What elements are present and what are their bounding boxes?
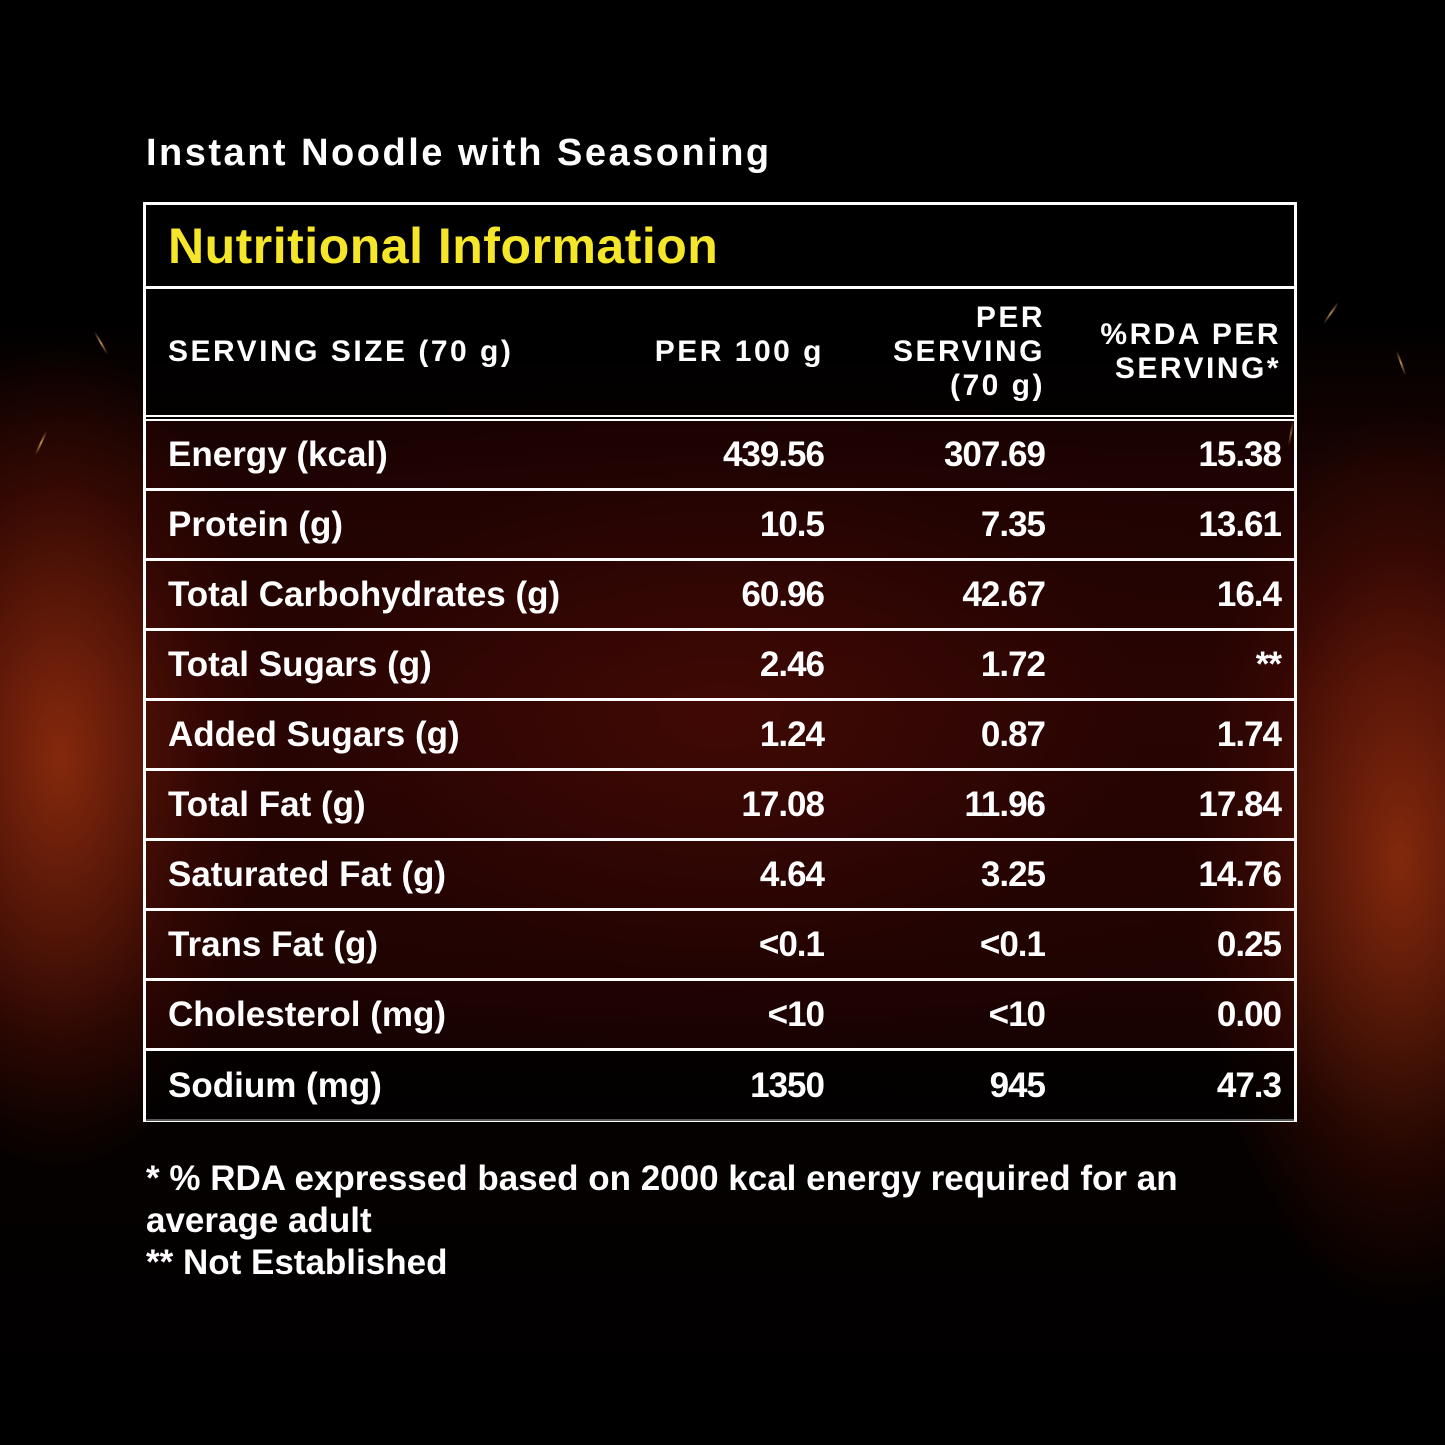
value-per-100g: <0.1	[758, 924, 825, 964]
value-rda: 0.00	[1216, 994, 1282, 1034]
value-rda: 47.3	[1216, 1066, 1282, 1105]
table-header-row: SERVING SIZE (70 g) PER 100 g PER SERVIN…	[146, 289, 1294, 421]
table-row: Protein (g) 10.5 7.35 13.61	[146, 491, 1294, 561]
value-rda: 14.76	[1198, 854, 1282, 894]
value-rda: 15.38	[1198, 434, 1282, 474]
header-serving-size: SERVING SIZE (70 g)	[168, 335, 514, 368]
value-rda: 16.4	[1216, 574, 1282, 614]
header-per-100g: PER 100 g	[654, 335, 824, 368]
value-per-100g: <10	[767, 994, 825, 1034]
value-per-100g: 439.56	[722, 434, 825, 474]
table-row: Energy (kcal) 439.56 307.69 15.38	[146, 421, 1294, 491]
table-row: Cholesterol (mg) <10 <10 0.00	[146, 981, 1294, 1051]
value-per-serving: 307.69	[943, 434, 1046, 474]
product-subtitle: Instant Noodle with Seasoning	[146, 132, 772, 174]
value-per-100g: 4.64	[759, 854, 825, 894]
value-per-serving: 3.25	[980, 854, 1046, 894]
nutrient-name: Added Sugars (g)	[168, 714, 460, 754]
value-per-100g: 17.08	[741, 784, 825, 824]
value-per-100g: 2.46	[759, 644, 825, 684]
value-per-100g: 10.5	[759, 504, 825, 544]
footnote-not-established: ** Not Established	[146, 1243, 448, 1282]
value-per-serving: 945	[989, 1066, 1046, 1105]
table-row: Trans Fat (g) <0.1 <0.1 0.25	[146, 911, 1294, 981]
nutrient-name: Total Carbohydrates (g)	[168, 574, 561, 614]
panel-title-bar: Nutritional Information	[146, 205, 1294, 289]
header-rda-per-serving: %RDA PER SERVING*	[1100, 318, 1281, 385]
nutrient-name: Trans Fat (g)	[168, 924, 379, 964]
table-row: Total Sugars (g) 2.46 1.72 **	[146, 631, 1294, 701]
value-per-100g: 1350	[750, 1066, 825, 1105]
value-rda: **	[1255, 644, 1282, 684]
nutrient-name: Saturated Fat (g)	[168, 854, 447, 894]
nutrient-name: Total Fat (g)	[168, 784, 366, 824]
table-row: Sodium (mg) 1350 945 47.3	[146, 1051, 1294, 1121]
nutrition-panel: Nutritional Information SERVING SIZE (70…	[143, 202, 1297, 1122]
value-rda: 0.25	[1216, 924, 1282, 964]
nutrient-name: Protein (g)	[168, 504, 343, 544]
nutrient-name: Energy (kcal)	[168, 434, 388, 474]
value-per-serving: 11.96	[964, 784, 1046, 824]
nutrient-name: Sodium (mg)	[168, 1066, 382, 1105]
panel-title: Nutritional Information	[168, 217, 719, 274]
header-per-serving: PER SERVING (70 g)	[893, 301, 1045, 402]
value-per-serving: 42.67	[962, 574, 1046, 614]
table-row: Total Fat (g) 17.08 11.96 17.84	[146, 771, 1294, 841]
value-rda: 1.74	[1216, 714, 1282, 754]
value-rda: 17.84	[1198, 784, 1282, 824]
value-per-100g: 1.24	[759, 714, 825, 754]
table-row: Total Carbohydrates (g) 60.96 42.67 16.4	[146, 561, 1294, 631]
value-per-serving: 7.35	[980, 504, 1046, 544]
value-per-serving: 0.87	[980, 714, 1046, 754]
footnotes: * % RDA expressed based on 2000 kcal ene…	[146, 1158, 1306, 1284]
footnote-rda-basis: * % RDA expressed based on 2000 kcal ene…	[146, 1159, 1178, 1240]
nutrient-name: Cholesterol (mg)	[168, 994, 447, 1034]
value-rda: 13.61	[1198, 504, 1282, 544]
value-per-serving: <10	[988, 994, 1046, 1034]
table-row: Added Sugars (g) 1.24 0.87 1.74	[146, 701, 1294, 771]
value-per-serving: <0.1	[979, 924, 1046, 964]
value-per-serving: 1.72	[980, 644, 1046, 684]
table-row: Saturated Fat (g) 4.64 3.25 14.76	[146, 841, 1294, 911]
value-per-100g: 60.96	[741, 574, 825, 614]
nutrient-name: Total Sugars (g)	[168, 644, 432, 684]
